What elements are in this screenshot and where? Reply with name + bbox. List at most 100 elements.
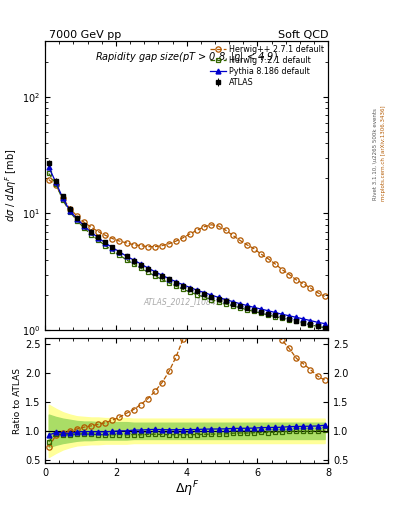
Herwig++ 2.7.1 default <box>103 232 108 239</box>
Herwig++ 2.7.1 default <box>53 182 58 188</box>
Herwig++ 2.7.1 default <box>244 242 249 248</box>
Pythia 8.186 default <box>273 309 277 315</box>
Herwig 7.2.1 default <box>322 325 327 331</box>
X-axis label: $\Delta\eta^F$: $\Delta\eta^F$ <box>174 480 199 499</box>
Herwig++ 2.7.1 default <box>237 237 242 243</box>
Pythia 8.186 default <box>53 179 58 185</box>
Pythia 8.186 default <box>202 290 207 296</box>
Pythia 8.186 default <box>223 296 228 303</box>
Herwig 7.2.1 default <box>259 310 263 316</box>
Herwig 7.2.1 default <box>195 292 200 298</box>
Pythia 8.186 default <box>294 314 299 321</box>
Pythia 8.186 default <box>103 240 108 246</box>
Herwig 7.2.1 default <box>89 231 94 238</box>
Herwig 7.2.1 default <box>315 323 320 329</box>
Herwig 7.2.1 default <box>301 320 306 326</box>
Herwig++ 2.7.1 default <box>223 227 228 233</box>
Text: 7000 GeV pp: 7000 GeV pp <box>49 30 121 40</box>
Pythia 8.186 default <box>315 319 320 325</box>
Herwig++ 2.7.1 default <box>266 255 270 262</box>
Pythia 8.186 default <box>237 301 242 307</box>
Legend: Herwig++ 2.7.1 default, Herwig 7.2.1 default, Pythia 8.186 default, ATLAS: Herwig++ 2.7.1 default, Herwig 7.2.1 def… <box>208 44 326 89</box>
Text: Rapidity gap size(pT > 0.8, $|\eta|$ < 4.9): Rapidity gap size(pT > 0.8, $|\eta|$ < 4… <box>95 50 278 63</box>
Herwig 7.2.1 default <box>96 237 101 243</box>
Text: Rivet 3.1.10, \u2265 500k events: Rivet 3.1.10, \u2265 500k events <box>373 108 378 200</box>
Herwig 7.2.1 default <box>294 318 299 325</box>
Herwig++ 2.7.1 default <box>216 223 221 229</box>
Pythia 8.186 default <box>188 285 193 291</box>
Herwig 7.2.1 default <box>138 265 143 271</box>
Line: Herwig++ 2.7.1 default: Herwig++ 2.7.1 default <box>46 177 327 299</box>
Herwig 7.2.1 default <box>230 303 235 309</box>
Herwig 7.2.1 default <box>124 257 129 263</box>
Line: Herwig 7.2.1 default: Herwig 7.2.1 default <box>46 171 327 330</box>
Herwig++ 2.7.1 default <box>152 244 157 250</box>
Herwig++ 2.7.1 default <box>181 234 185 241</box>
Pythia 8.186 default <box>82 223 86 229</box>
Herwig++ 2.7.1 default <box>61 195 65 201</box>
Pythia 8.186 default <box>308 317 313 324</box>
Herwig 7.2.1 default <box>280 315 285 321</box>
Herwig++ 2.7.1 default <box>124 240 129 246</box>
Herwig++ 2.7.1 default <box>301 281 306 287</box>
Herwig++ 2.7.1 default <box>138 243 143 249</box>
Herwig++ 2.7.1 default <box>131 242 136 248</box>
Herwig 7.2.1 default <box>188 289 193 295</box>
Pythia 8.186 default <box>89 229 94 236</box>
Pythia 8.186 default <box>145 265 150 271</box>
Pythia 8.186 default <box>230 298 235 305</box>
Pythia 8.186 default <box>124 253 129 260</box>
Pythia 8.186 default <box>61 195 65 201</box>
Herwig 7.2.1 default <box>61 197 65 203</box>
Pythia 8.186 default <box>266 308 270 314</box>
Pythia 8.186 default <box>209 292 214 298</box>
Herwig++ 2.7.1 default <box>287 271 292 278</box>
Herwig 7.2.1 default <box>131 261 136 267</box>
Pythia 8.186 default <box>46 164 51 170</box>
Herwig 7.2.1 default <box>117 252 122 258</box>
Herwig 7.2.1 default <box>287 316 292 323</box>
Herwig 7.2.1 default <box>216 299 221 305</box>
Herwig++ 2.7.1 default <box>188 231 193 237</box>
Herwig 7.2.1 default <box>110 248 115 254</box>
Herwig 7.2.1 default <box>152 273 157 279</box>
Herwig 7.2.1 default <box>174 283 178 289</box>
Herwig 7.2.1 default <box>237 305 242 311</box>
Pythia 8.186 default <box>287 313 292 319</box>
Herwig 7.2.1 default <box>46 170 51 177</box>
Pythia 8.186 default <box>244 303 249 309</box>
Pythia 8.186 default <box>252 304 256 310</box>
Herwig++ 2.7.1 default <box>160 243 164 249</box>
Herwig 7.2.1 default <box>160 276 164 283</box>
Herwig 7.2.1 default <box>223 301 228 307</box>
Pythia 8.186 default <box>167 275 171 282</box>
Line: Pythia 8.186 default: Pythia 8.186 default <box>46 164 327 326</box>
Text: Soft QCD: Soft QCD <box>278 30 328 40</box>
Herwig 7.2.1 default <box>308 322 313 328</box>
Herwig 7.2.1 default <box>244 307 249 313</box>
Herwig++ 2.7.1 default <box>195 227 200 233</box>
Pythia 8.186 default <box>110 245 115 251</box>
Herwig++ 2.7.1 default <box>89 224 94 230</box>
Herwig++ 2.7.1 default <box>252 246 256 252</box>
Herwig++ 2.7.1 default <box>75 213 79 219</box>
Herwig 7.2.1 default <box>75 218 79 224</box>
Herwig++ 2.7.1 default <box>209 222 214 228</box>
Herwig++ 2.7.1 default <box>202 224 207 230</box>
Herwig++ 2.7.1 default <box>259 251 263 257</box>
Herwig++ 2.7.1 default <box>322 293 327 300</box>
Herwig 7.2.1 default <box>167 280 171 286</box>
Herwig++ 2.7.1 default <box>82 219 86 225</box>
Herwig++ 2.7.1 default <box>68 205 72 211</box>
Herwig 7.2.1 default <box>68 209 72 215</box>
Herwig++ 2.7.1 default <box>167 241 171 247</box>
Text: mcplots.cern.ch [arXiv:1306.3436]: mcplots.cern.ch [arXiv:1306.3436] <box>381 106 386 201</box>
Herwig++ 2.7.1 default <box>174 238 178 244</box>
Pythia 8.186 default <box>96 234 101 241</box>
Herwig 7.2.1 default <box>266 312 270 318</box>
Herwig++ 2.7.1 default <box>145 244 150 250</box>
Pythia 8.186 default <box>160 272 164 279</box>
Pythia 8.186 default <box>181 282 185 288</box>
Herwig++ 2.7.1 default <box>315 290 320 296</box>
Herwig 7.2.1 default <box>145 269 150 275</box>
